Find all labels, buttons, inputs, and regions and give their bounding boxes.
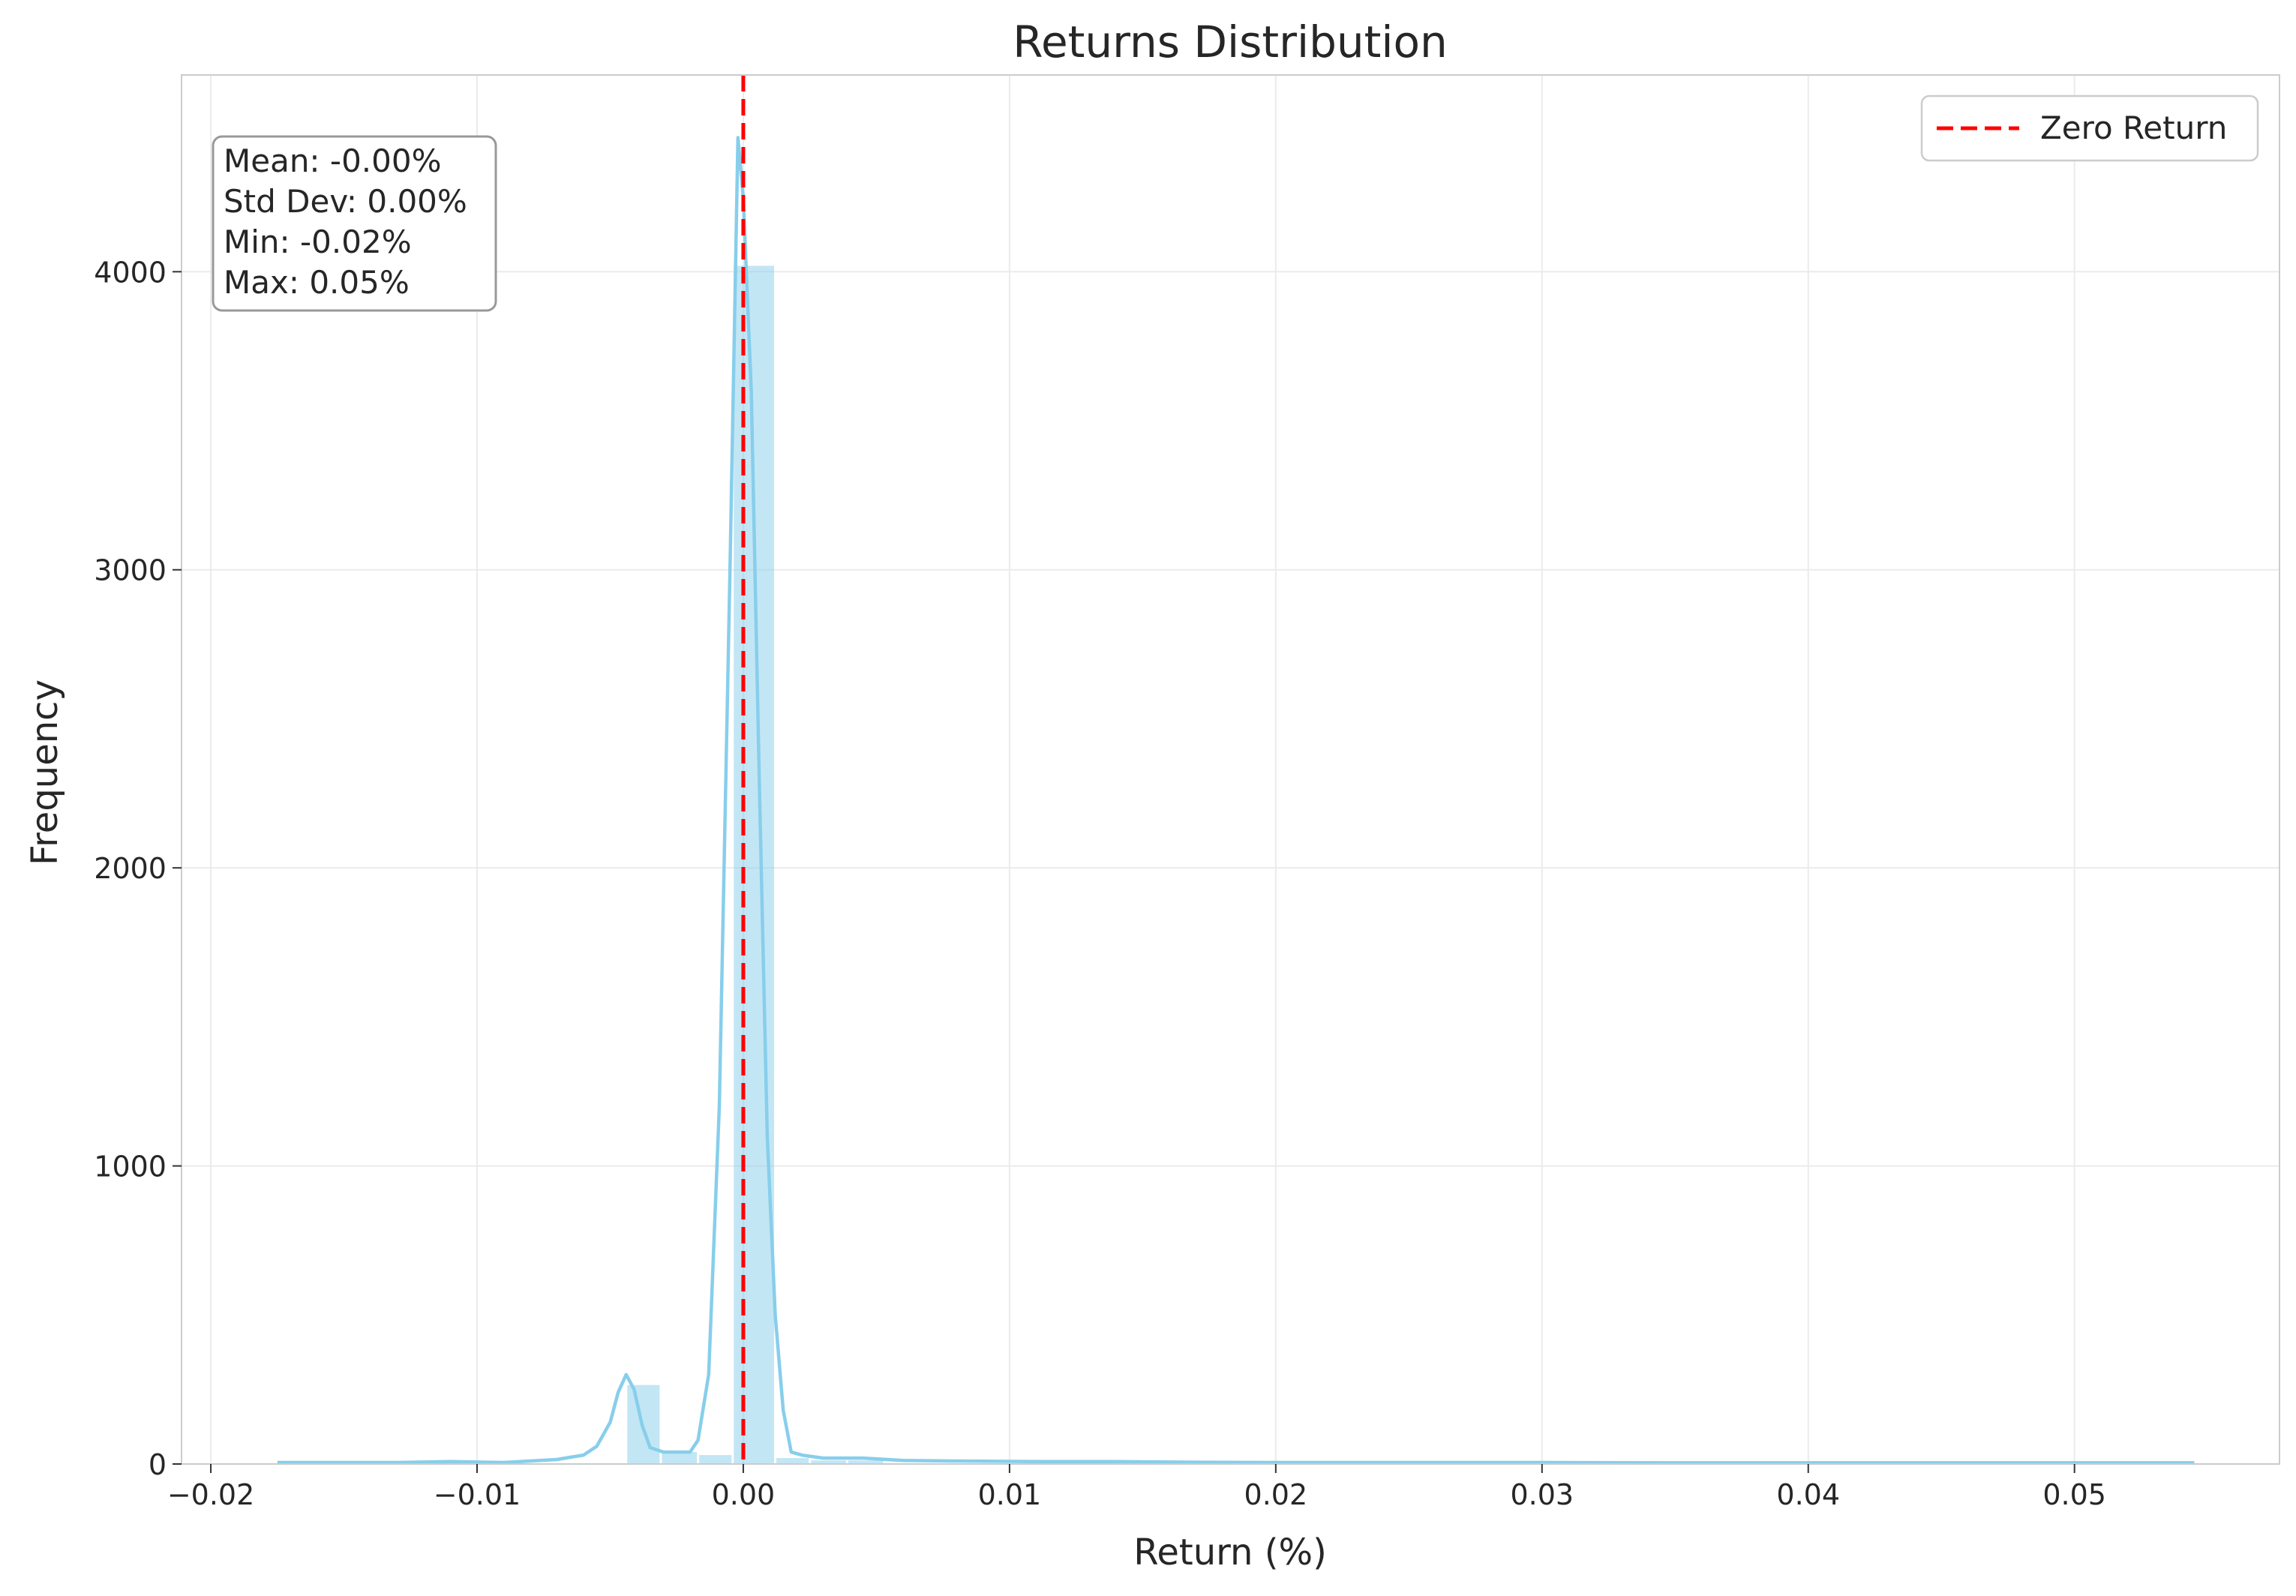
- x-tick-label: 0.02: [1244, 1478, 1308, 1511]
- plot-area-background: [182, 75, 2279, 1464]
- histogram-bar: [811, 1460, 846, 1464]
- histogram-bar: [848, 1460, 884, 1464]
- y-tick-label: 2000: [94, 852, 167, 885]
- grid-lines: [182, 75, 2279, 1465]
- x-tick-label: 0.04: [1776, 1478, 1840, 1511]
- stats-std-dev: Std Dev: 0.00%: [224, 183, 467, 220]
- x-tick-label: 0.01: [978, 1478, 1042, 1511]
- legend-frame: [1920, 94, 2259, 162]
- x-axis-ticks: −0.02 −0.01 0.00 0.01 0.02 0.03 0.04 0.05: [167, 1464, 2106, 1511]
- y-tick-label: 3000: [94, 554, 167, 587]
- stats-max: Max: 0.05%: [224, 264, 410, 301]
- y-axis-title: Frequency: [24, 680, 66, 866]
- x-tick-label: −0.01: [434, 1478, 521, 1511]
- x-axis-title: Return (%): [1133, 1532, 1327, 1574]
- y-tick-label: 0: [149, 1448, 167, 1481]
- stats-mean: Mean: -0.00%: [224, 142, 442, 179]
- stats-min: Min: -0.02%: [224, 224, 412, 260]
- chart-title: Returns Distribution: [1013, 16, 1448, 68]
- plot-area-border: [181, 74, 2280, 1465]
- stats-box: Mean: -0.00% Std Dev: 0.00% Min: -0.02% …: [212, 135, 497, 312]
- y-axis-ticks: 0 1000 2000 3000 4000: [94, 256, 182, 1481]
- x-tick-label: 0.03: [1510, 1478, 1574, 1511]
- kde-curve-line: [277, 136, 2195, 1465]
- legend-label-zero-return: Zero Return: [2040, 110, 2227, 146]
- histogram-bar: [699, 1455, 732, 1464]
- x-tick-label: −0.02: [167, 1478, 254, 1511]
- histogram-bar: [662, 1452, 698, 1464]
- stats-box-frame: [212, 135, 497, 312]
- y-tick-label: 1000: [94, 1150, 167, 1184]
- x-tick-label: 0.05: [2042, 1478, 2106, 1511]
- legend: Zero Return: [1920, 94, 2259, 162]
- y-tick-label: 4000: [94, 256, 167, 289]
- histogram-bar: [776, 1458, 809, 1464]
- x-tick-label: 0.00: [712, 1478, 776, 1511]
